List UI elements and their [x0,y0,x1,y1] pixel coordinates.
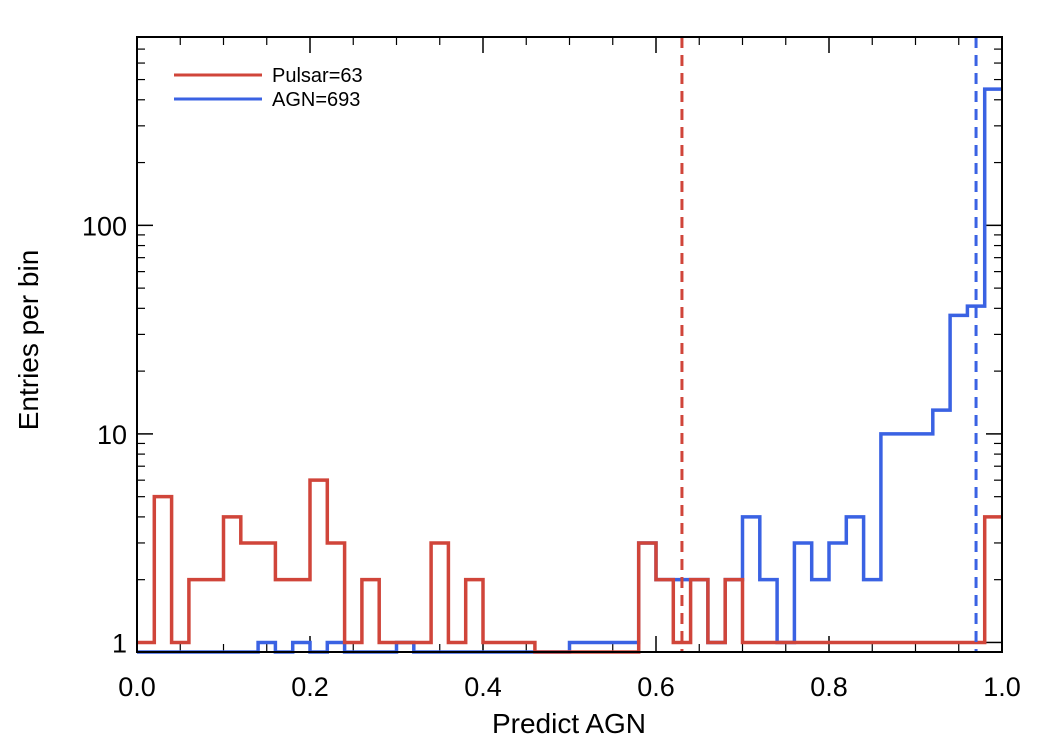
y-tick-label: 100 [82,211,127,241]
plot-frame [136,36,1003,653]
legend-label-pulsar: Pulsar=63 [272,65,363,87]
x-tick-label: 0.0 [118,672,156,702]
x-tick-label: 0.8 [810,672,848,702]
tick-labels: 0.0 0.2 0.4 0.6 0.8 1.0 1 10 100 [82,211,1021,702]
y-axis-label: Entries per bin [13,250,44,431]
legend: Pulsar=63 AGN=693 [174,65,363,111]
x-axis-label: Predict AGN [492,708,646,739]
series-layer [137,87,1002,654]
series-line-agn [137,87,1002,654]
legend-label-agn: AGN=693 [272,89,360,111]
axis-ticks [136,36,1003,652]
x-tick-label: 0.2 [291,672,329,702]
x-tick-label: 0.6 [637,672,675,702]
series-line-pulsar [137,478,1002,654]
x-tick-label: 1.0 [983,672,1021,702]
x-tick-label: 0.4 [464,672,502,702]
threshold-lines [680,37,978,652]
y-tick-label: 10 [97,420,127,450]
y-tick-label: 1 [112,628,127,658]
